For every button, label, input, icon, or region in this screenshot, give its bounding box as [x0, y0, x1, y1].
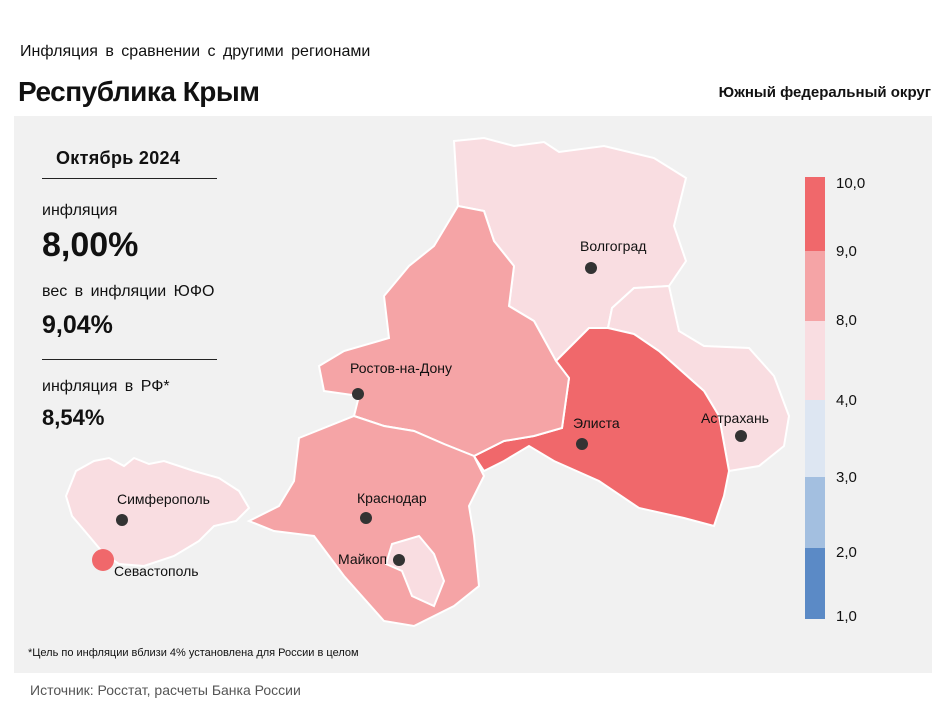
city-label-elista: Элиста: [573, 415, 620, 431]
legend-tick: 9,0: [836, 243, 857, 260]
city-label-sevastopol: Севастополь: [114, 563, 199, 579]
main-panel: Волгоград Ростов-на-Дону Элиста Астрахан…: [14, 116, 932, 673]
legend-tick: 10,0: [836, 175, 865, 192]
legend-tick: 2,0: [836, 544, 857, 561]
footnote: *Цель по инфляции вблизи 4% установлена …: [28, 647, 359, 659]
city-label-rostov: Ростов-на-Дону: [350, 360, 452, 376]
legend-swatch-9-10: [805, 177, 825, 251]
city-marker-rostov: [352, 388, 364, 400]
city-marker-simferopol: [116, 514, 128, 526]
weight-label: вес в инфляции ЮФО: [42, 283, 215, 300]
legend-swatch-8-9: [805, 251, 825, 321]
city-label-simferopol: Симферополь: [117, 491, 210, 507]
divider: [42, 359, 217, 360]
legend-tick: 4,0: [836, 392, 857, 409]
divider: [42, 178, 217, 179]
inflation-label: инфляция: [42, 202, 118, 219]
legend-swatch-4-8: [805, 321, 825, 400]
city-label-volgograd: Волгоград: [580, 238, 646, 254]
page-subtitle: Инфляция в сравнении с другими регионами: [20, 43, 371, 60]
city-label-krasnodar: Краснодар: [357, 490, 427, 506]
legend-tick: 3,0: [836, 469, 857, 486]
city-label-astrakhan: Астрахань: [701, 410, 769, 426]
weight-value: 9,04%: [42, 311, 113, 339]
region-map: Волгоград Ростов-на-Дону Элиста Астрахан…: [64, 136, 865, 628]
inflation-value: 8,00%: [42, 226, 139, 264]
region-sevastopol[interactable]: [92, 549, 114, 571]
page-title: Республика Крым: [18, 76, 260, 107]
city-marker-krasnodar: [360, 512, 372, 524]
period-label: Октябрь 2024: [56, 148, 181, 168]
rf-inflation-label: инфляция в РФ*: [42, 378, 170, 395]
city-marker-volgograd: [585, 262, 597, 274]
city-label-maykop: Майкоп: [338, 551, 387, 567]
legend-swatch-3-4: [805, 400, 825, 477]
legend-tick: 1,0: [836, 608, 857, 625]
region-adygea[interactable]: [384, 534, 446, 608]
legend-swatch-1-2: [805, 548, 825, 619]
source-note: Источник: Росстат, расчеты Банка России: [30, 682, 301, 698]
city-marker-elista: [576, 438, 588, 450]
color-legend: 10,0 9,0 8,0 4,0 3,0 2,0 1,0: [805, 175, 865, 625]
city-marker-astrakhan: [735, 430, 747, 442]
region-crimea[interactable]: [64, 456, 251, 568]
district-label: Южный федеральный округ: [718, 84, 931, 101]
city-marker-maykop: [393, 554, 405, 566]
rf-inflation-value: 8,54%: [42, 405, 105, 430]
legend-tick: 8,0: [836, 312, 857, 329]
legend-swatch-2-3: [805, 477, 825, 548]
